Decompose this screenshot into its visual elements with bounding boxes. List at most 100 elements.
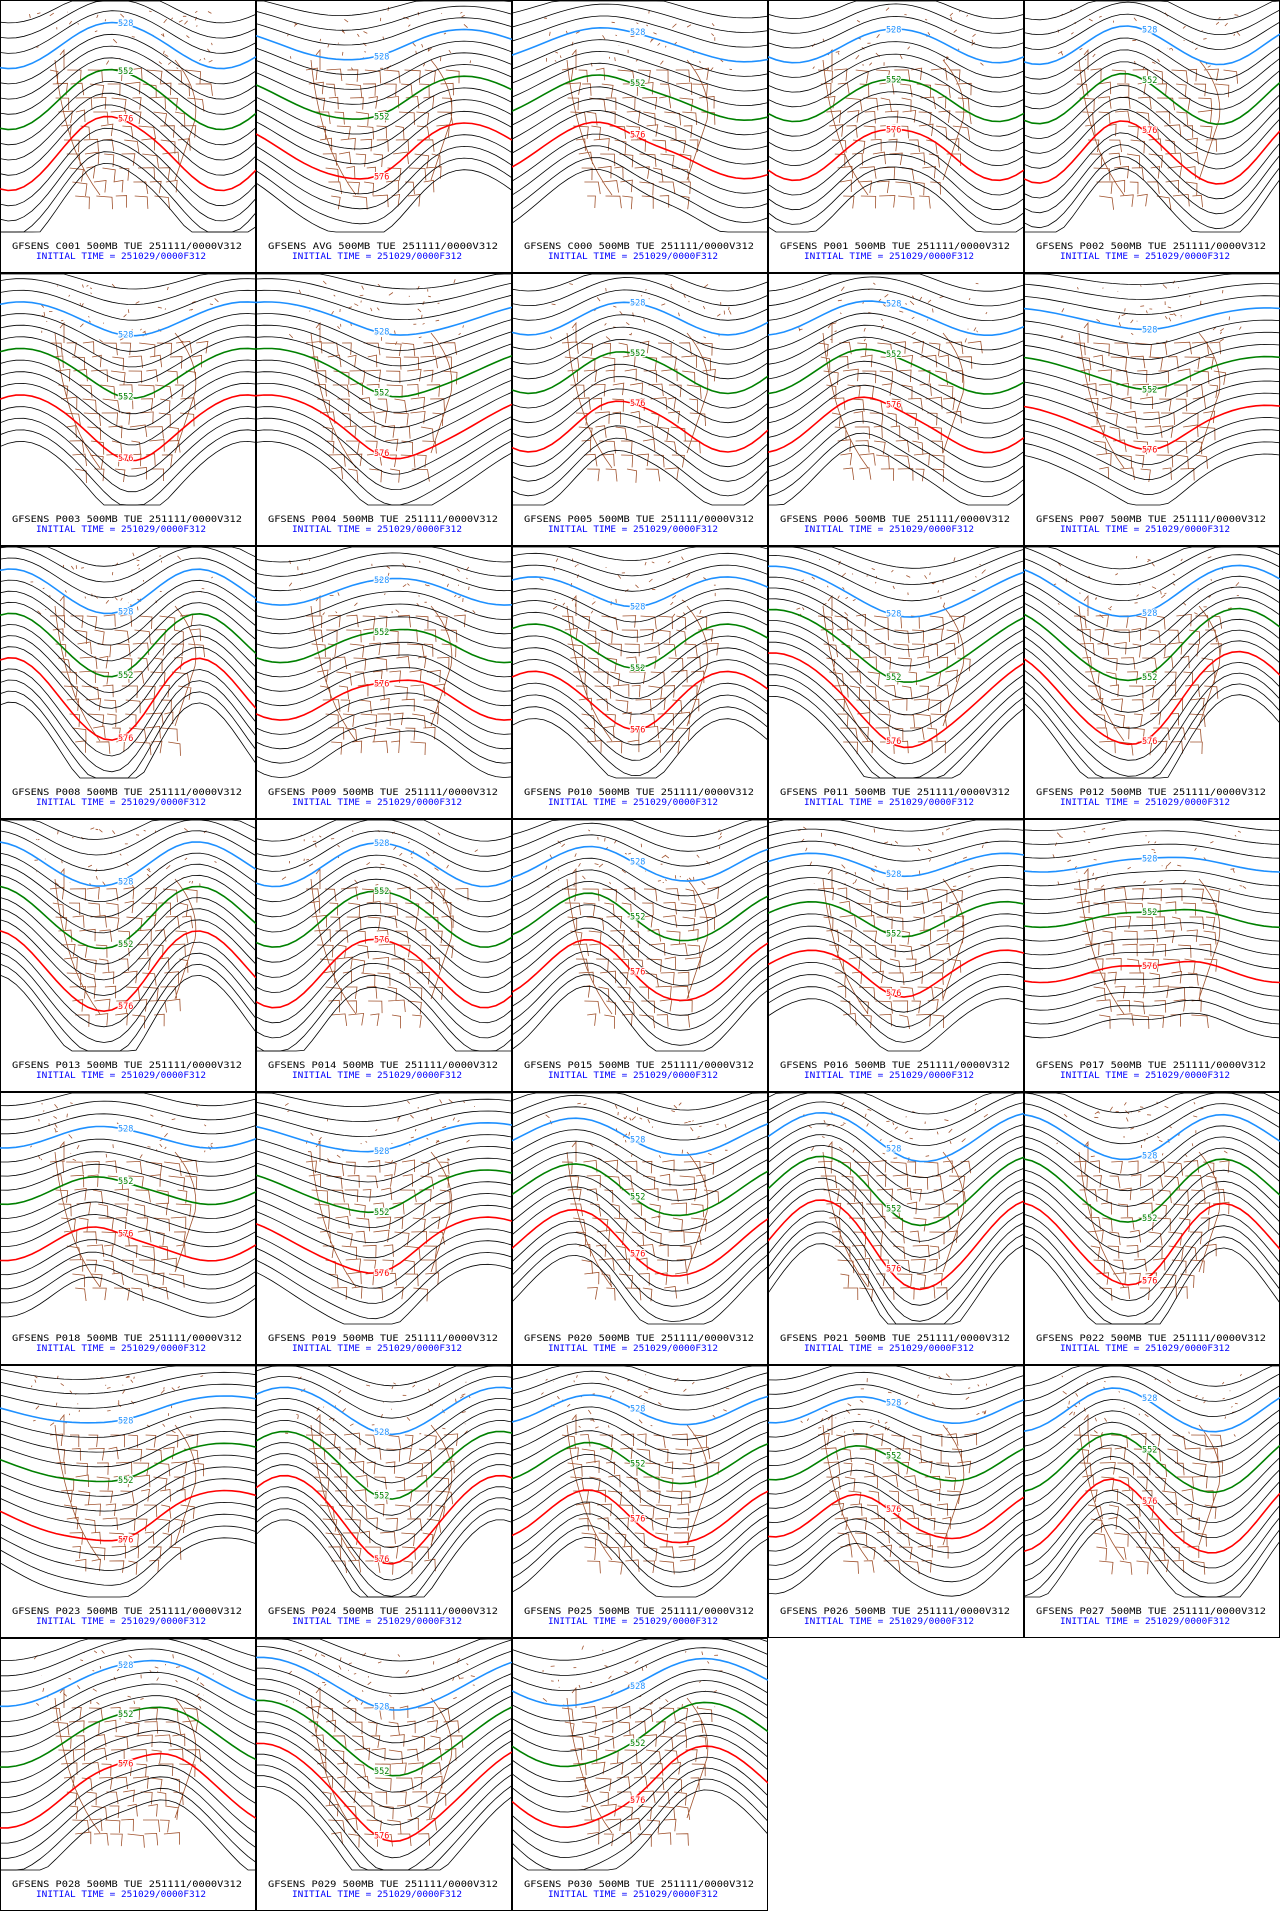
contour — [1024, 331, 1280, 360]
panel-title: GFSENS P015 500MB TUE 251111/0000V312 — [524, 1061, 754, 1071]
highlight-contour — [256, 1742, 512, 1843]
contours — [1024, 1365, 1280, 1598]
contour — [768, 1530, 1024, 1583]
contour — [1024, 1092, 1280, 1129]
contour — [768, 360, 1024, 410]
contour — [0, 1741, 256, 1814]
contour — [256, 1204, 512, 1259]
map-panel: 528 552 576 GFSENS P007 500MB TUE 251111/00… — [1024, 273, 1280, 546]
contour — [512, 1669, 768, 1722]
contours — [256, 546, 512, 778]
contour-label: 552 — [374, 388, 389, 398]
coastline — [33, 1648, 214, 1848]
contour-label: 576 — [118, 1536, 133, 1546]
contour — [1024, 661, 1280, 761]
highlight-contour — [256, 301, 512, 336]
contour — [768, 141, 1024, 196]
contour — [0, 440, 256, 506]
contour-label: 576 — [630, 1515, 645, 1525]
contour — [0, 546, 256, 567]
contour — [0, 92, 256, 161]
contours — [256, 0, 512, 233]
contour — [1024, 1103, 1280, 1145]
contour — [256, 878, 512, 933]
map-panel: 528 552 576 GFSENS P002 500MB TUE 251111/00… — [1024, 0, 1280, 273]
contour — [768, 312, 1024, 351]
contour — [1024, 586, 1280, 649]
panel-subtitle: INITIAL TIME = 251029/0000F312 — [36, 1071, 206, 1081]
contour — [1024, 1012, 1280, 1039]
map-outline — [286, 1649, 475, 1848]
map-panel: 528 552 576 GFSENS P028 500MB TUE 251111/00… — [0, 1638, 256, 1911]
contour — [256, 1646, 512, 1695]
highlight-contour — [0, 1706, 256, 1768]
highlight-contour — [512, 1701, 768, 1768]
contour — [0, 57, 256, 115]
contour — [1024, 417, 1280, 465]
contour-label: 528 — [1142, 325, 1157, 335]
contour — [768, 819, 1024, 832]
contour — [1024, 1524, 1280, 1598]
map-outline — [1052, 828, 1247, 1029]
contour-label: 552 — [886, 1205, 901, 1215]
contour — [768, 1469, 1024, 1511]
map-outline — [30, 1375, 204, 1575]
contour-label: 576 — [1142, 1497, 1157, 1507]
contour — [512, 962, 768, 1031]
contour — [256, 1240, 512, 1304]
highlight-contour — [768, 1199, 1024, 1291]
contour — [512, 659, 768, 715]
contour — [768, 576, 1024, 634]
contour — [0, 635, 256, 709]
panel-subtitle: INITIAL TIME = 251029/0000F312 — [292, 252, 462, 262]
contour-label: 552 — [886, 350, 901, 360]
highlight-contour — [512, 1163, 768, 1217]
contour — [256, 0, 512, 16]
contour — [1024, 392, 1280, 435]
contour — [512, 647, 768, 700]
contour — [0, 919, 256, 996]
contour — [1024, 0, 1280, 21]
highlight-contour — [0, 1226, 256, 1262]
contour — [1024, 283, 1280, 300]
contour — [0, 336, 256, 383]
highlight-contour — [512, 1441, 768, 1485]
contour — [256, 987, 512, 1052]
contour-label: 552 — [630, 1459, 645, 1469]
contour — [768, 864, 1024, 892]
contour — [0, 819, 256, 856]
contour — [1024, 1398, 1280, 1448]
contour — [768, 598, 1024, 667]
contour-label: 528 — [118, 1417, 133, 1427]
highlight-contour — [768, 128, 1024, 182]
contour-label: 552 — [118, 940, 133, 950]
contour — [512, 1466, 768, 1514]
contour — [512, 1430, 768, 1470]
map-panel: 528 552 576 GFSENS C001 500MB TUE 251111/00… — [0, 0, 256, 273]
panel-title: GFSENS P001 500MB TUE 251111/0000V312 — [780, 242, 1010, 252]
contour — [512, 1477, 768, 1529]
contour — [256, 417, 512, 491]
map-panel: 528 552 576 GFSENS P021 500MB TUE 251111/00… — [768, 1092, 1024, 1365]
contours — [512, 1092, 768, 1325]
contour-label: 576 — [886, 1505, 901, 1515]
panel-title: GFSENS P028 500MB TUE 251111/0000V312 — [12, 1880, 242, 1890]
contour — [256, 1365, 512, 1387]
contours — [0, 0, 256, 233]
contour-label: 528 — [886, 870, 901, 880]
contour — [1024, 1247, 1280, 1325]
contour — [512, 916, 768, 971]
contour-label: 528 — [886, 609, 901, 619]
map-outline — [33, 1648, 214, 1848]
panel-border — [256, 273, 512, 546]
contour — [1024, 380, 1280, 420]
contour — [768, 937, 1024, 983]
contour — [1024, 1376, 1280, 1417]
highlight-contour — [256, 679, 512, 721]
contour — [256, 1397, 512, 1452]
panel-subtitle: INITIAL TIME = 251029/0000F312 — [548, 798, 718, 808]
contour — [512, 39, 768, 77]
contour — [512, 437, 768, 497]
contour — [512, 1186, 768, 1246]
panel-title: GFSENS P013 500MB TUE 251111/0000V312 — [12, 1061, 242, 1071]
